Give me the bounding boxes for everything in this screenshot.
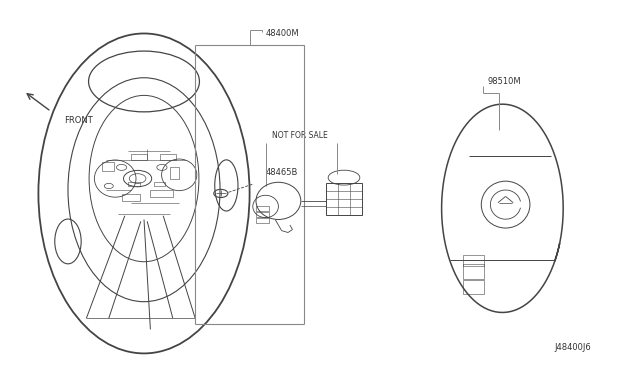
Bar (154, 182, 165, 186)
Text: 98510M: 98510M (488, 77, 521, 86)
Bar (256, 206, 269, 211)
Text: J48400J6: J48400J6 (554, 343, 591, 352)
Bar (256, 218, 269, 223)
Bar (131, 154, 147, 160)
Text: FRONT: FRONT (64, 116, 93, 125)
Bar (150, 190, 173, 197)
Bar (122, 194, 140, 201)
Bar (160, 154, 176, 160)
Bar (463, 263, 484, 279)
Bar (326, 183, 362, 215)
Bar (170, 167, 179, 179)
Text: 48400M: 48400M (266, 29, 300, 38)
Text: 48465B: 48465B (266, 169, 298, 177)
Bar (128, 182, 140, 186)
Text: NOT FOR SALE: NOT FOR SALE (272, 131, 328, 140)
Bar (102, 162, 114, 171)
Bar (463, 280, 484, 294)
Bar (256, 212, 269, 217)
Bar (463, 255, 484, 266)
